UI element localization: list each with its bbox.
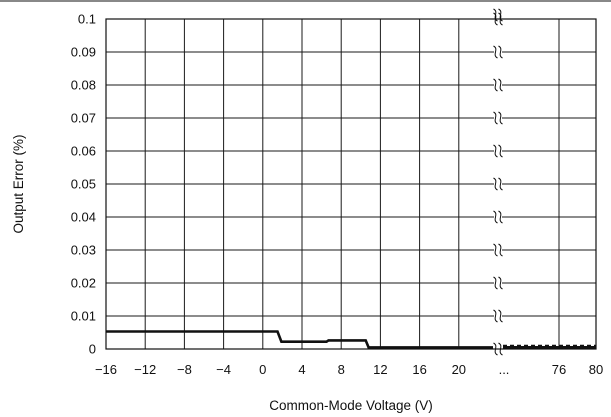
x-tick-label: 4 bbox=[298, 362, 305, 377]
y-tick-label: 0 bbox=[89, 342, 96, 357]
x-tick-label: 12 bbox=[373, 362, 387, 377]
y-axis-title: Output Error (%) bbox=[11, 134, 26, 233]
y-tick-label: 0.04 bbox=[71, 210, 96, 225]
y-tick-label: 0.01 bbox=[71, 309, 96, 324]
x-tick-labels: −16 −12 −8 −4 0 4 8 12 16 20... 76 80 bbox=[95, 362, 603, 377]
x-tick-label: −16 bbox=[95, 362, 117, 377]
axis-break bbox=[494, 9, 503, 355]
y-tick-label: 0.09 bbox=[71, 45, 96, 60]
x-tick-label: 20 bbox=[452, 362, 466, 377]
y-tick-label: 0.08 bbox=[71, 78, 96, 93]
series bbox=[106, 332, 596, 348]
y-tick-labels: 0 0.01 0.02 0.03 0.04 0.05 0.06 0.07 0.08 0.09 0.1 bbox=[71, 12, 96, 357]
y-tick-label: 0.06 bbox=[71, 144, 96, 159]
x-tick-label: 0 bbox=[259, 362, 266, 377]
y-tick-label: 0.03 bbox=[71, 243, 96, 258]
x-tick-label: 80 bbox=[589, 362, 603, 377]
x-tick-label: 16 bbox=[412, 362, 426, 377]
x-tick-label: −4 bbox=[216, 362, 231, 377]
x-tick-label: −12 bbox=[134, 362, 156, 377]
series-line-left bbox=[106, 332, 493, 348]
x-tick-label: 8 bbox=[338, 362, 345, 377]
y-tick-label: 0.05 bbox=[71, 177, 96, 192]
y-tick-label: 0.1 bbox=[78, 12, 96, 27]
y-tick-label: 0.07 bbox=[71, 111, 96, 126]
grid bbox=[106, 19, 596, 349]
x-break-label: ... bbox=[499, 362, 510, 377]
x-tick-label: 76 bbox=[552, 362, 566, 377]
x-tick-label: −8 bbox=[177, 362, 192, 377]
x-axis-title: Common-Mode Voltage (V) bbox=[269, 398, 433, 413]
y-tick-label: 0.02 bbox=[71, 276, 96, 291]
